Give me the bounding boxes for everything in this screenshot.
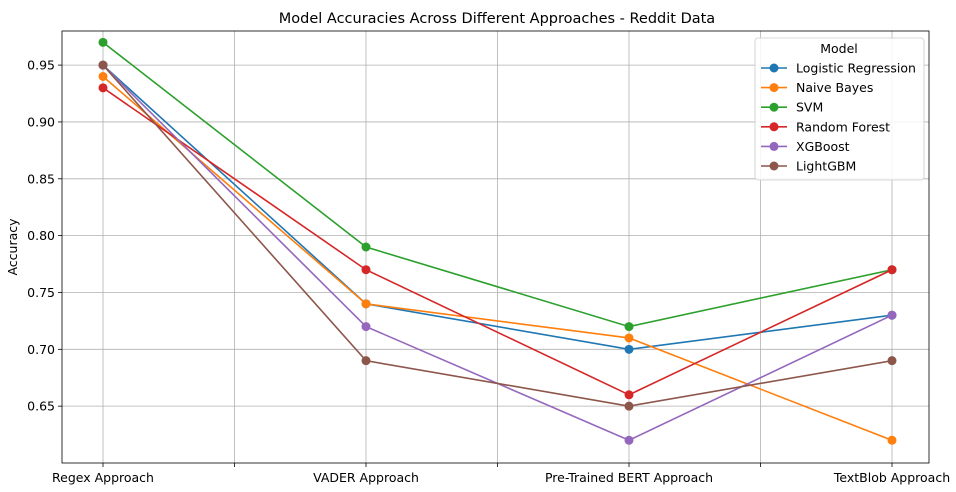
legend-entry: XGBoost: [761, 139, 850, 154]
data-point: [624, 344, 634, 354]
legend-title: Model: [820, 41, 858, 56]
plot-frame: [61, 30, 930, 464]
series: [98, 60, 897, 411]
legend-marker: [769, 161, 779, 171]
data-point: [887, 265, 897, 275]
data-point: [624, 401, 634, 411]
chart-title: Model Accuracies Across Different Approa…: [279, 11, 715, 27]
y-tick-label: 0.65: [27, 399, 55, 414]
data-point: [98, 60, 108, 70]
y-tick-label: 0.75: [27, 285, 55, 300]
series-layer: [98, 37, 897, 445]
legend-label: LightGBM: [796, 159, 856, 174]
legend-entry: Random Forest: [761, 119, 890, 134]
legend: Model Logistic Regression Naive Bayes SVM R…: [754, 37, 925, 181]
legend-marker: [769, 122, 779, 132]
data-point: [98, 71, 108, 81]
y-axis-label: Accuracy: [5, 218, 20, 276]
data-point: [361, 242, 371, 252]
legend-label: SVM: [796, 100, 823, 115]
legend-marker: [769, 141, 779, 151]
legend-label: Random Forest: [796, 119, 890, 134]
x-tick-label: Regex Approach: [52, 470, 154, 485]
legend-label: Logistic Regression: [796, 61, 916, 76]
y-tick-label: 0.70: [27, 342, 55, 357]
data-point: [887, 356, 897, 366]
data-point: [361, 356, 371, 366]
x-tick-label: VADER Approach: [313, 470, 419, 485]
data-point: [361, 265, 371, 275]
series-line: [102, 87, 893, 396]
legend-label: Naive Bayes: [796, 80, 873, 95]
series-line: [102, 75, 893, 442]
y-tick-label: 0.90: [27, 114, 55, 129]
data-point: [361, 299, 371, 309]
legend-entry: SVM: [761, 100, 823, 115]
legend-box: [754, 37, 925, 181]
x-tick-label: TextBlob Approach: [833, 470, 950, 485]
legend-entry: Logistic Regression: [761, 61, 916, 76]
y-tick-label: 0.85: [27, 171, 55, 186]
axis-ticks: Regex Approach VADER Approach Pre-Trained …: [27, 58, 950, 485]
data-point: [624, 333, 634, 343]
x-tick-label: Pre-Trained BERT Approach: [545, 470, 713, 485]
legend-marker: [769, 102, 779, 112]
data-point: [624, 322, 634, 332]
legend-label: XGBoost: [796, 139, 850, 154]
data-point: [98, 83, 108, 93]
series: [98, 71, 897, 445]
data-point: [624, 390, 634, 400]
series-line: [102, 64, 893, 407]
data-point: [361, 322, 371, 332]
legend-marker: [769, 63, 779, 73]
y-tick-label: 0.95: [27, 58, 55, 73]
legend-marker: [769, 83, 779, 93]
y-tick-label: 0.80: [27, 228, 55, 243]
series-line: [102, 41, 893, 328]
legend-entries: Logistic Regression Naive Bayes SVM Random …: [761, 61, 916, 174]
legend-entry: LightGBM: [761, 159, 856, 174]
data-point: [887, 310, 897, 320]
data-point: [887, 435, 897, 445]
data-point: [624, 435, 634, 445]
data-point: [98, 37, 108, 47]
series: [98, 83, 897, 400]
legend-entry: Naive Bayes: [761, 80, 873, 95]
